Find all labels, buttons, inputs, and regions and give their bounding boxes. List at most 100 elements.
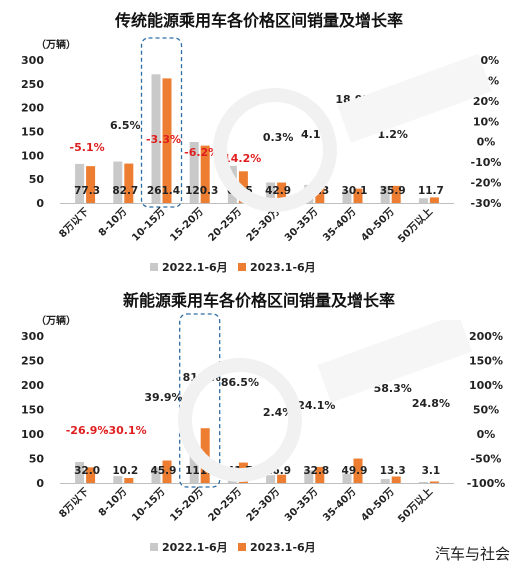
growth-label: 39.9% <box>144 391 182 404</box>
y-tick-label-right: -50% <box>471 453 502 466</box>
x-tick-label: 8万以下 <box>57 206 92 241</box>
value-label: 49.9 <box>342 465 368 477</box>
highlight-box <box>140 37 183 208</box>
chart-title: 新能源乘用车各价格区间销量及增长率 <box>123 291 395 310</box>
bar-2023 <box>200 145 210 203</box>
bar-2022 <box>304 470 314 483</box>
x-tick-label: 30-35万 <box>282 206 320 244</box>
value-label: 11.7 <box>418 185 444 197</box>
bar-2023 <box>353 458 363 483</box>
legend-label-2023: 2023.1-6月 <box>250 261 316 274</box>
x-tick-label: 15-20万 <box>168 486 206 524</box>
bar-2022 <box>342 190 352 203</box>
y-tick-label-right: 100% <box>469 379 503 392</box>
x-tick-label: 20-25万 <box>206 486 244 524</box>
value-label: 35.9 <box>380 185 406 197</box>
growth-label: -26.9% <box>66 424 109 437</box>
x-tick-label: 30-35万 <box>282 486 320 524</box>
x-tick-label: 25-30万 <box>244 486 282 524</box>
x-tick-label: 8-10万 <box>96 206 129 239</box>
y-tick-label-right: 150% <box>469 355 503 368</box>
x-tick-label: 40-50万 <box>359 206 397 244</box>
y-tick-label-right: 0% <box>477 136 496 149</box>
y-tick-label-right: 40% <box>473 54 499 67</box>
chart-traditional-energy: 传统能源乘用车各价格区间销量及增长率 （万辆） 0 50 100 150 200 250 300… <box>21 11 501 274</box>
bar-2023 <box>162 78 172 203</box>
y-tick-label-right: 50% <box>473 404 499 417</box>
legend-label-2023: 2023.1-6月 <box>250 541 316 554</box>
value-label: 45.9 <box>151 465 177 477</box>
growth-label: 1.2% <box>377 128 408 141</box>
growth-label: 58.3% <box>374 382 412 395</box>
value-label: 120.3 <box>185 185 218 197</box>
growth-label: 0.3% <box>263 131 294 144</box>
bar-2023 <box>429 481 439 483</box>
y-tick-label-right: 0% <box>477 428 496 441</box>
y-tick-label-left: 150 <box>21 404 44 417</box>
legend-label-2022: 2022.1-6月 <box>162 541 228 554</box>
y-tick-label-left: 250 <box>21 78 44 91</box>
growth-label: 24.1% <box>297 399 335 412</box>
x-tick-label: 8-10万 <box>96 486 129 519</box>
bar-2022 <box>113 476 123 483</box>
bar-2023 <box>162 460 172 483</box>
growth-label: 24.8% <box>412 397 450 410</box>
bar-2023 <box>353 188 363 203</box>
bar-2023 <box>315 466 325 483</box>
y-tick-label-left: 250 <box>21 355 44 368</box>
growth-label: 18.9% <box>335 93 373 106</box>
value-label: 16.9 <box>265 465 291 477</box>
bar-2023 <box>124 478 134 483</box>
value-label: 82.7 <box>112 185 138 197</box>
y-tick-label-left: 200 <box>21 102 44 115</box>
x-tick-label: 35-40万 <box>320 206 358 244</box>
growth-label: -6.2% <box>184 146 219 159</box>
value-label: 111.8 <box>185 465 218 477</box>
value-label: 42.9 <box>265 185 291 197</box>
growth-label: 4.1% <box>301 128 332 141</box>
y-axis-unit-label: （万辆） <box>36 314 76 327</box>
value-label: 41.7 <box>227 465 253 477</box>
bar-2023 <box>86 467 96 483</box>
y-tick-label-left: 300 <box>21 54 44 67</box>
y-tick-label-right: -10% <box>471 156 502 169</box>
y-tick-label-left: 0 <box>36 477 44 490</box>
bar-2022 <box>151 467 161 483</box>
chart-title: 传统能源乘用车各价格区间销量及增长率 <box>114 11 403 30</box>
growth-label: -30.1% <box>104 424 147 437</box>
bar-2023 <box>124 163 134 203</box>
y-tick-label-left: 150 <box>21 126 44 139</box>
value-label: 261.4 <box>147 185 180 197</box>
bar-2023 <box>86 166 96 203</box>
legend-swatch-2022 <box>150 263 158 271</box>
value-label: 40.3 <box>303 185 329 197</box>
y-axis-unit-label: （万辆） <box>36 38 76 51</box>
growth-label: -5.1% <box>70 141 105 154</box>
bar-2022 <box>189 141 199 203</box>
value-label: 32.0 <box>74 465 100 477</box>
growth-label: 2.4% <box>263 406 294 419</box>
legend-swatch-2023 <box>238 263 246 271</box>
x-tick-label: 10-15万 <box>129 486 167 524</box>
bar-2022 <box>418 482 428 483</box>
bar-2022 <box>151 74 161 203</box>
legend-label-2022: 2022.1-6月 <box>162 261 228 274</box>
x-tick-label: 15-20万 <box>168 206 206 244</box>
y-tick-label-left: 50 <box>29 173 45 186</box>
growth-label: -3.3% <box>146 133 181 146</box>
x-tick-label: 50万以上 <box>395 205 435 245</box>
y-tick-label-left: 50 <box>29 453 45 466</box>
y-tick-label-right: -30% <box>471 197 502 210</box>
x-tick-label: 35-40万 <box>320 486 358 524</box>
y-tick-label-right: 20% <box>473 95 499 108</box>
legend-swatch-2023 <box>238 543 246 551</box>
y-tick-label-left: 300 <box>21 330 44 343</box>
growth-label: 86.5% <box>221 376 259 389</box>
value-label: 10.2 <box>112 465 138 477</box>
value-label: 13.3 <box>380 465 406 477</box>
value-label: 30.1 <box>342 185 368 197</box>
growth-label: 160.8% <box>332 362 378 375</box>
bar-2022 <box>75 163 85 203</box>
bar-2022 <box>380 479 390 483</box>
chart-new-energy: 新能源乘用车各价格区间销量及增长率 （万辆） 0 50 100 150 200 250 300 -… <box>21 291 505 554</box>
